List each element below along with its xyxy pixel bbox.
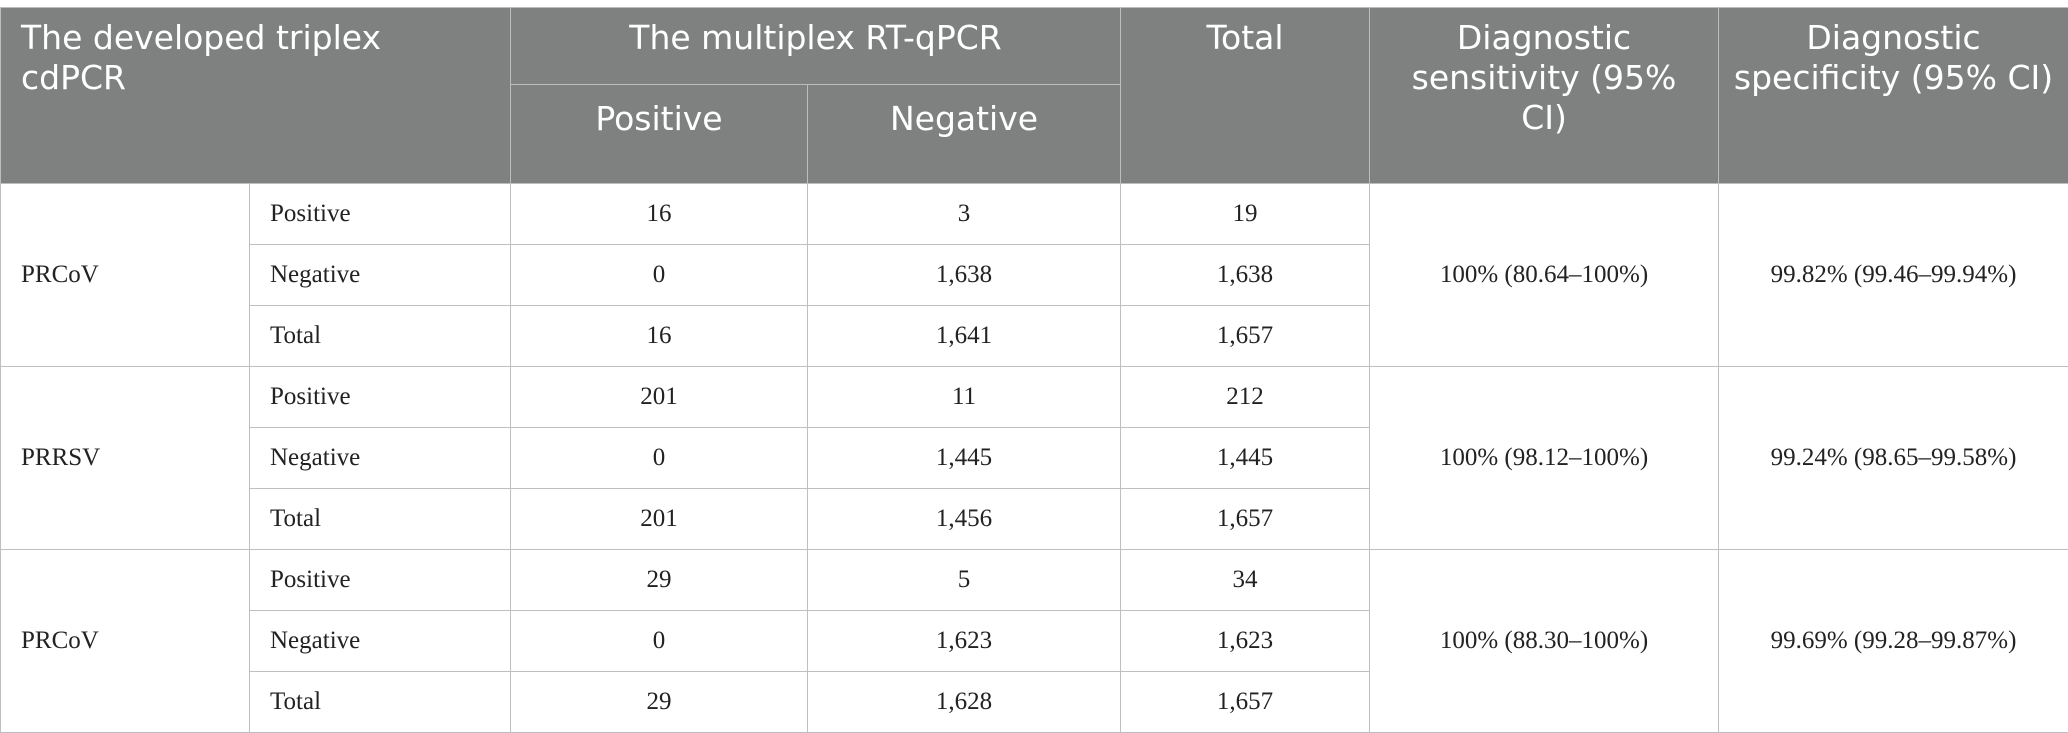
cell-positive: 0 <box>511 245 808 306</box>
cell-positive: 16 <box>511 306 808 367</box>
cell-positive: 16 <box>511 184 808 245</box>
cell-total: 1,638 <box>1121 245 1370 306</box>
header-rtqpcr-positive: Positive <box>511 85 808 184</box>
row-label: Positive <box>250 550 511 611</box>
header-row-1: The developed triplex cdPCR The multiple… <box>1 8 2068 85</box>
cell-negative: 1,445 <box>808 428 1121 489</box>
cell-negative: 1,628 <box>808 672 1121 733</box>
cell-negative: 5 <box>808 550 1121 611</box>
cell-sensitivity: 100% (88.30–100%) <box>1370 550 1719 733</box>
header-rtqpcr-negative: Negative <box>808 85 1121 184</box>
table-row: PRCoV Positive 16 3 19 100% (80.64–100%)… <box>1 184 2068 245</box>
cell-total: 1,657 <box>1121 489 1370 550</box>
cell-positive: 201 <box>511 489 808 550</box>
cell-total: 1,445 <box>1121 428 1370 489</box>
cell-sensitivity: 100% (98.12–100%) <box>1370 367 1719 550</box>
cell-total: 212 <box>1121 367 1370 428</box>
virus-name: PRCoV <box>1 184 250 367</box>
cell-total: 34 <box>1121 550 1370 611</box>
cell-negative: 1,638 <box>808 245 1121 306</box>
results-table: The developed triplex cdPCR The multiple… <box>0 7 2068 733</box>
cell-positive: 0 <box>511 611 808 672</box>
cell-positive: 0 <box>511 428 808 489</box>
row-label: Negative <box>250 245 511 306</box>
cell-total: 19 <box>1121 184 1370 245</box>
header-rtqpcr: The multiplex RT-qPCR <box>511 8 1121 85</box>
header-total: Total <box>1121 8 1370 184</box>
header-cdpcr: The developed triplex cdPCR <box>1 8 511 184</box>
row-label: Positive <box>250 184 511 245</box>
cell-positive: 201 <box>511 367 808 428</box>
row-label: Negative <box>250 428 511 489</box>
table-header: The developed triplex cdPCR The multiple… <box>1 8 2068 184</box>
cell-negative: 1,641 <box>808 306 1121 367</box>
cell-negative: 1,456 <box>808 489 1121 550</box>
virus-name: PRCoV <box>1 550 250 733</box>
row-label: Positive <box>250 367 511 428</box>
cell-sensitivity: 100% (80.64–100%) <box>1370 184 1719 367</box>
table-row: PRRSV Positive 201 11 212 100% (98.12–10… <box>1 367 2068 428</box>
cell-negative: 1,623 <box>808 611 1121 672</box>
row-label: Total <box>250 306 511 367</box>
cell-negative: 11 <box>808 367 1121 428</box>
row-label: Total <box>250 489 511 550</box>
table-body: PRCoV Positive 16 3 19 100% (80.64–100%)… <box>1 184 2068 733</box>
virus-name: PRRSV <box>1 367 250 550</box>
cell-specificity: 99.69% (99.28–99.87%) <box>1719 550 2068 733</box>
cell-specificity: 99.24% (98.65–99.58%) <box>1719 367 2068 550</box>
header-sensitivity: Diagnostic sensitivity (95% CI) <box>1370 8 1719 184</box>
row-label: Total <box>250 672 511 733</box>
cell-total: 1,657 <box>1121 672 1370 733</box>
cell-total: 1,623 <box>1121 611 1370 672</box>
header-specificity: Diagnostic specificity (95% CI) <box>1719 8 2068 184</box>
row-label: Negative <box>250 611 511 672</box>
cell-total: 1,657 <box>1121 306 1370 367</box>
cell-positive: 29 <box>511 550 808 611</box>
table-row: PRCoV Positive 29 5 34 100% (88.30–100%)… <box>1 550 2068 611</box>
cell-negative: 3 <box>808 184 1121 245</box>
cell-specificity: 99.82% (99.46–99.94%) <box>1719 184 2068 367</box>
cell-positive: 29 <box>511 672 808 733</box>
